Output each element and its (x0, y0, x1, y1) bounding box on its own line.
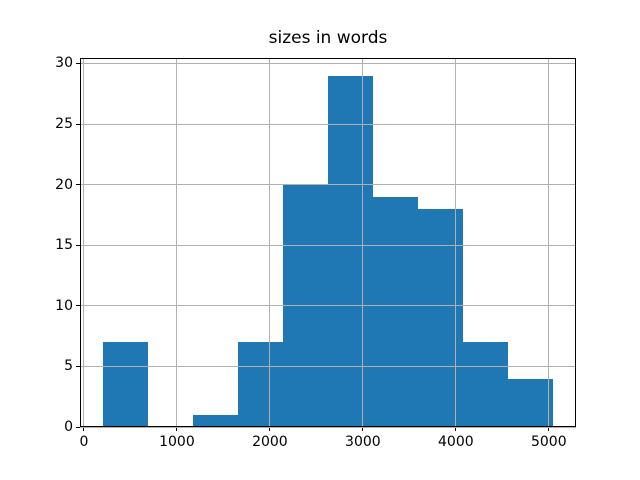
x-gridline (548, 58, 550, 427)
x-gridline (176, 58, 178, 427)
x-gridline (455, 58, 457, 427)
y-tick-mark (76, 244, 80, 246)
histogram-bar (192, 414, 238, 427)
x-tick-mark (362, 427, 364, 431)
x-tick-mark (269, 427, 271, 431)
y-tick-mark (76, 305, 80, 307)
x-gridline (362, 58, 364, 427)
histogram-bar (237, 342, 283, 427)
x-tick-label: 0 (79, 434, 89, 450)
histogram-bar (463, 342, 509, 427)
x-tick-mark (455, 427, 457, 431)
histogram-bar (102, 342, 148, 427)
y-tick-label: 15 (55, 237, 73, 254)
x-tick-mark (548, 427, 550, 431)
y-tick-mark (76, 62, 80, 64)
x-gridline (269, 58, 271, 427)
y-tick-label: 30 (55, 55, 73, 72)
y-gridline (80, 62, 576, 64)
histogram-bar (328, 75, 374, 427)
x-tick-label: 4000 (438, 434, 474, 450)
histogram-bar (373, 196, 419, 427)
y-gridline (80, 184, 576, 186)
y-tick-label: 25 (55, 116, 73, 133)
x-tick-label: 5000 (530, 434, 567, 450)
y-tick-label: 20 (55, 176, 73, 193)
x-tick-label: 1000 (159, 434, 195, 450)
y-tick-mark (76, 123, 80, 125)
chart-title: sizes in words (268, 28, 388, 48)
y-tick-mark (76, 184, 80, 186)
x-tick-label: 3000 (345, 434, 381, 450)
y-gridline (80, 365, 576, 367)
x-gridline (83, 58, 85, 427)
y-tick-label: 0 (64, 419, 73, 435)
histogram-bar (508, 378, 554, 427)
y-gridline (80, 305, 576, 307)
y-tick-label: 5 (64, 358, 73, 375)
y-tick-label: 10 (55, 297, 73, 314)
histogram-bar (418, 208, 464, 427)
x-tick-mark (176, 427, 178, 431)
y-tick-mark (76, 365, 80, 367)
plot-area (80, 58, 576, 428)
y-gridline (80, 123, 576, 125)
y-tick-mark (76, 426, 80, 428)
x-tick-mark (83, 427, 85, 431)
y-gridline (80, 244, 576, 246)
x-tick-label: 2000 (252, 434, 288, 450)
y-gridline (80, 426, 576, 428)
